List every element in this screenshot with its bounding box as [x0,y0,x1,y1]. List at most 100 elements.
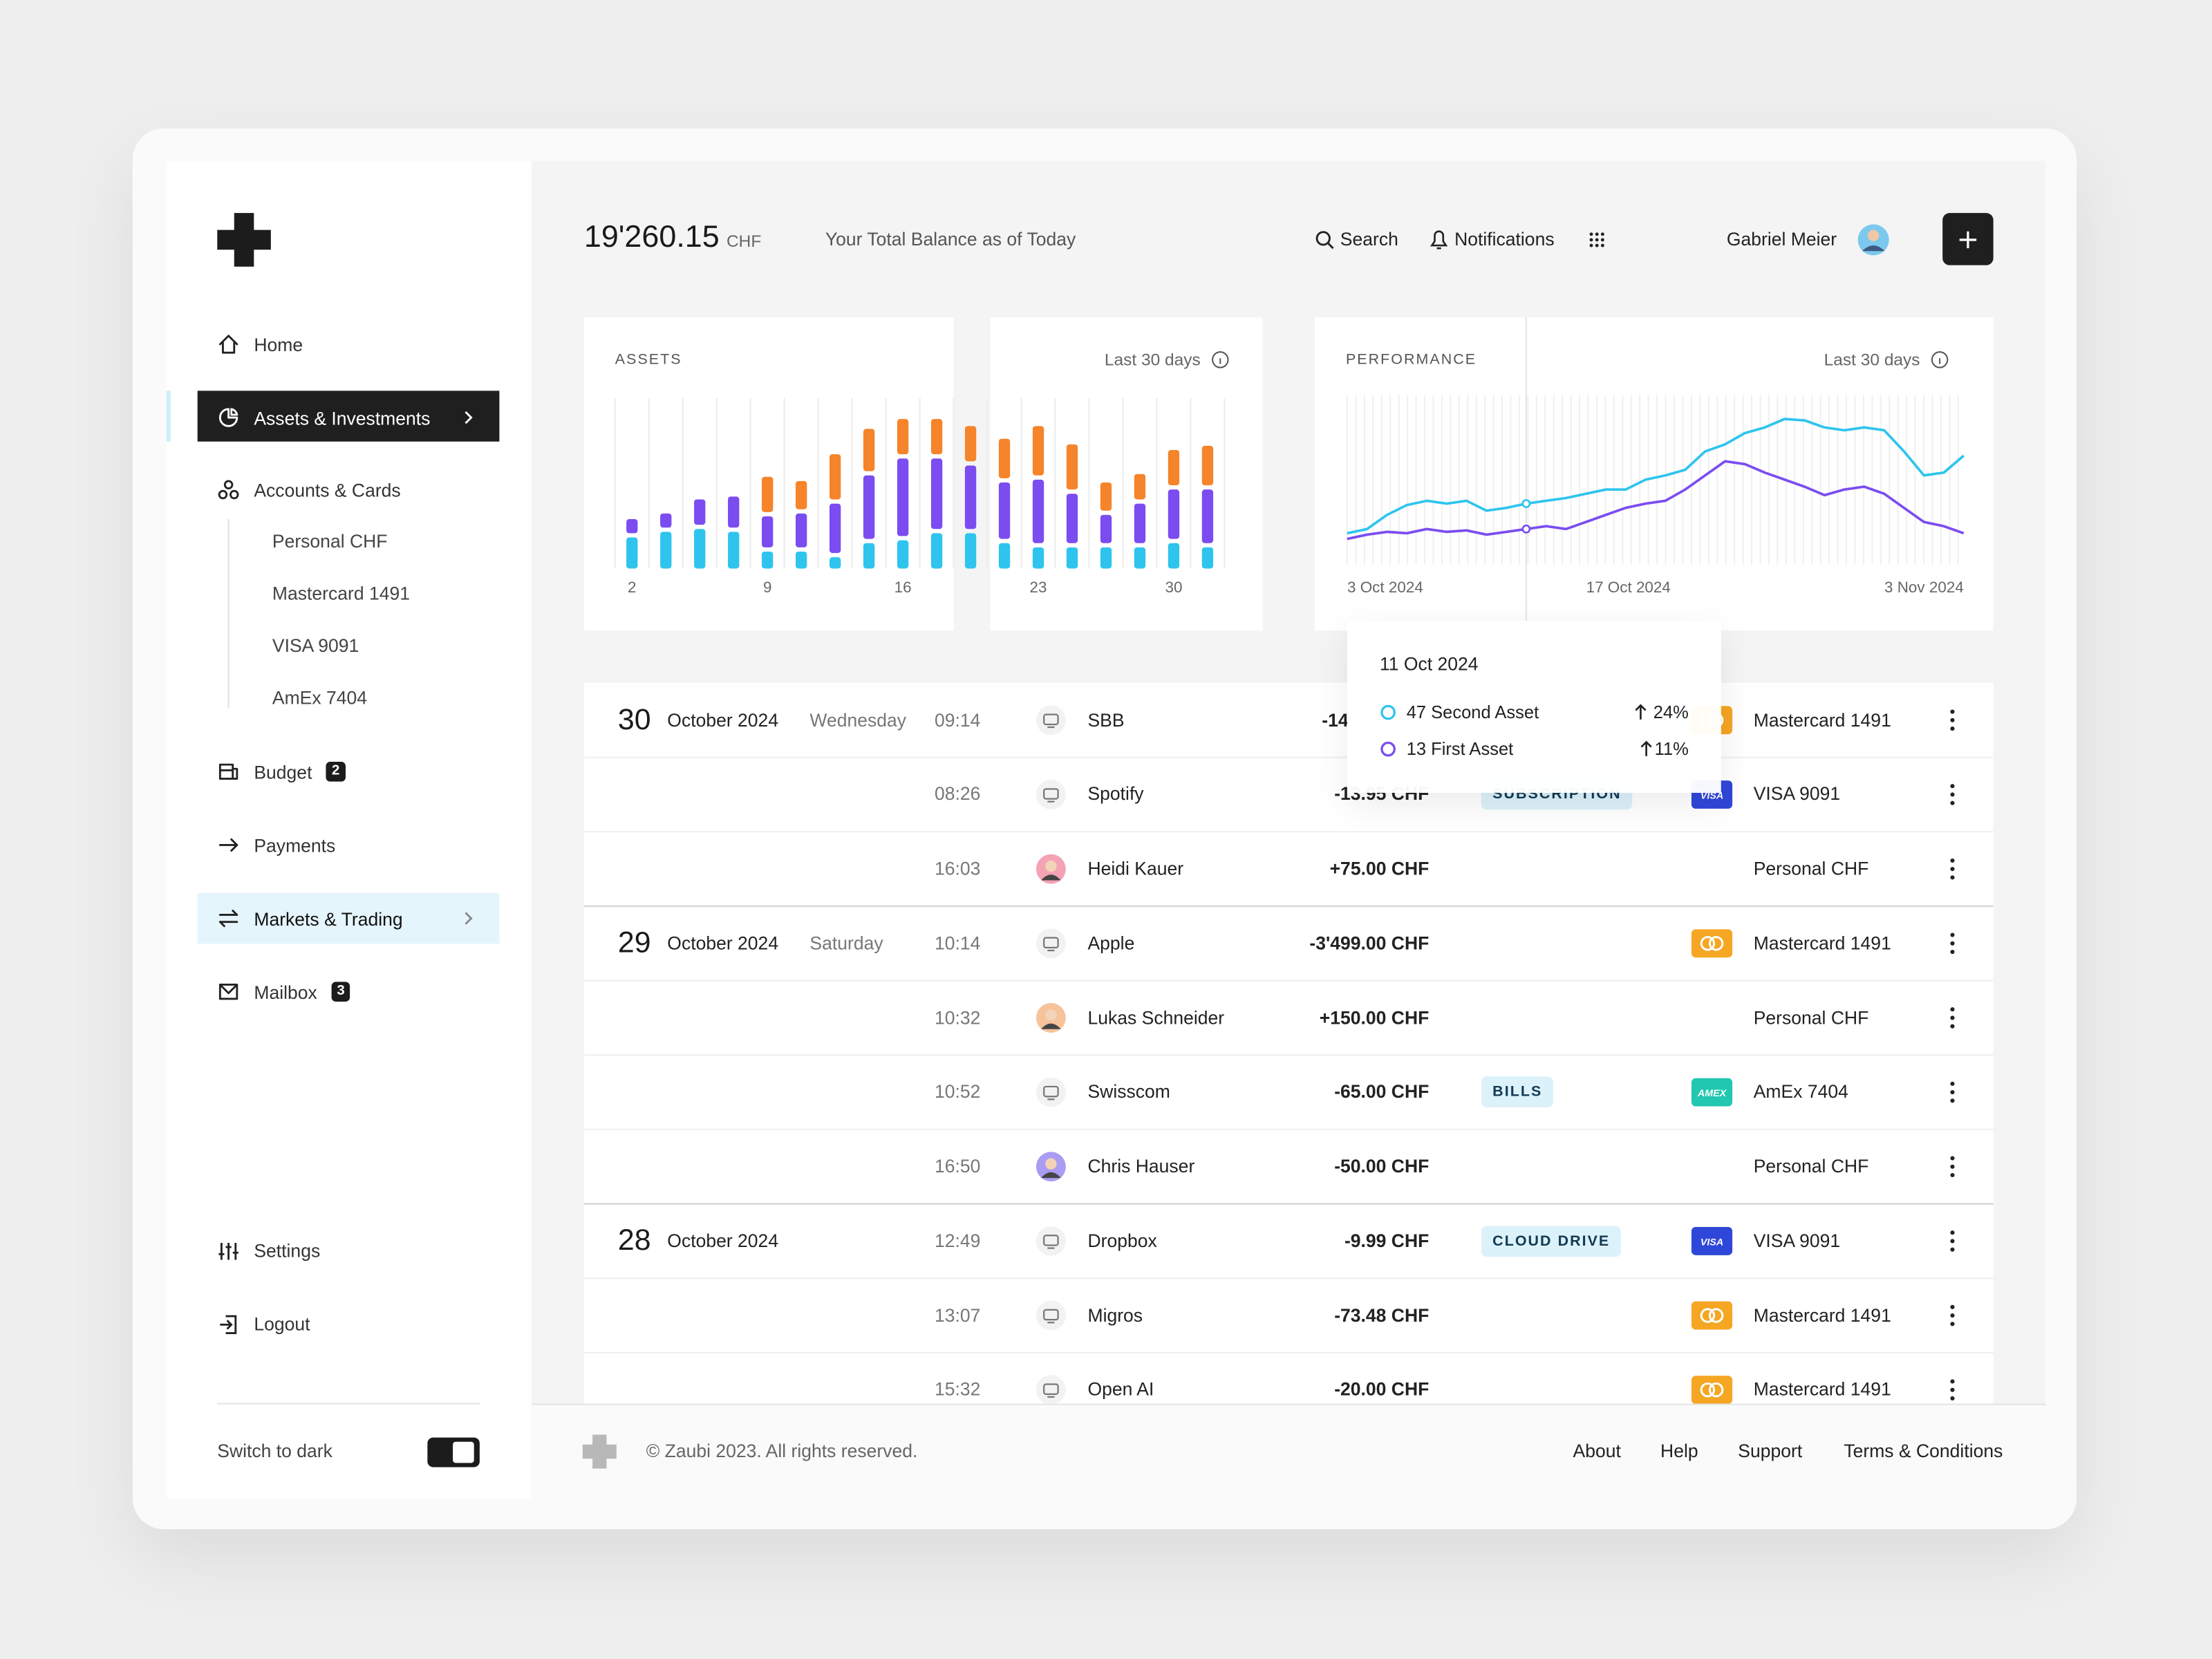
payee[interactable]: Open AI [1087,1378,1154,1400]
search-button[interactable]: Search [1340,228,1398,250]
tooltip-change: 24% [1653,702,1689,722]
account: Mastercard 1491 [1753,932,1891,954]
weekday: Saturday [809,932,883,954]
tag: BILLS [1481,1076,1554,1108]
nav-label[interactable]: Settings [254,1239,321,1262]
x-tick-label: 23 [1029,579,1047,597]
nav-label: Accounts & Cards [254,478,401,500]
chart-title: PERFORMANCE [1345,351,1477,368]
nav-item[interactable]: Assets & Investments [254,404,430,432]
x-tick-label: 3 Nov 2024 [1884,579,1964,597]
x-tick-label: 9 [762,579,772,597]
payee[interactable]: Dropbox [1087,1230,1157,1251]
tooltip-label: 13 First Asset [1406,739,1514,759]
day-number: 29 [617,926,651,959]
time: 10:52 [934,1080,981,1103]
amount: -14 [1322,709,1349,731]
footer-link[interactable]: Help [1660,1440,1698,1462]
assets-card [583,317,954,631]
time: 16:50 [934,1155,981,1177]
theme-switch-label: Switch to dark [217,1440,332,1462]
nav-item[interactable]: Home [254,330,303,359]
account: VISA 9091 [1753,783,1841,805]
x-tick-label: 17 Oct 2024 [1586,579,1671,597]
tooltip-date: 11 Oct 2024 [1379,653,1479,675]
payee[interactable]: Migros [1087,1304,1143,1326]
account: VISA 9091 [1753,1230,1841,1251]
x-tick-label: 16 [894,579,912,597]
amount: -20.00 CHF [1334,1378,1430,1400]
chart-period[interactable]: Last 30 days [1824,350,1920,370]
nav-item[interactable]: Payments [254,831,335,859]
footer-link[interactable]: Support [1738,1440,1803,1462]
nav-subitem[interactable]: AmEx 7404 [272,686,368,709]
balance-amount: 19'260.15 [583,218,720,254]
account: Personal CHF [1753,857,1869,879]
x-tick-label: 2 [628,579,637,597]
payee[interactable]: Heidi Kauer [1087,857,1184,879]
month: October 2024 [667,709,779,731]
payee[interactable]: Spotify [1087,783,1144,805]
amount: -3'499.00 CHF [1309,932,1430,954]
payee[interactable]: Apple [1087,932,1135,954]
chart-title: ASSETS [615,351,682,368]
balance-caption: Your Total Balance as of Today [825,228,1076,250]
notifications-button[interactable]: Notifications [1454,228,1555,250]
nav-label[interactable]: Logout [254,1313,310,1335]
nav-label: Assets & Investments [254,406,431,429]
footer-link[interactable]: Terms & Conditions [1844,1440,2003,1462]
tag: CLOUD DRIVE [1481,1225,1622,1257]
nav-label: Markets & Trading [254,908,403,929]
time: 09:14 [934,709,981,731]
footer [532,1403,2046,1499]
time: 15:32 [934,1378,981,1400]
nav-label: Mailbox [254,981,317,1002]
x-tick-label: 30 [1165,579,1183,597]
day-number: 30 [617,703,651,736]
chart-period[interactable]: Last 30 days [1104,350,1201,370]
nav-subitem[interactable]: VISA 9091 [272,635,359,656]
nav-item[interactable]: Markets & Trading [254,904,402,932]
payee[interactable]: SBB [1087,709,1125,731]
account: AmEx 7404 [1753,1080,1848,1103]
payee[interactable]: Chris Hauser [1087,1155,1195,1177]
footer-link[interactable]: About [1573,1440,1621,1462]
time: 16:03 [934,857,981,879]
amount: +150.00 CHF [1319,1006,1430,1028]
nav-subitem[interactable]: Personal CHF [272,530,388,552]
amount: -73.48 CHF [1334,1304,1430,1326]
nav-item[interactable]: Budget 2 [254,758,346,786]
nav-label: Budget [254,761,312,782]
nav-subitem[interactable]: Mastercard 1491 [272,582,410,604]
payee[interactable]: Swisscom [1087,1080,1170,1103]
payee[interactable]: Lukas Schneider [1087,1006,1225,1028]
nav-badge: 2 [326,762,346,782]
month: October 2024 [667,932,779,954]
account: Mastercard 1491 [1753,709,1891,731]
tooltip-change: 11% [1654,739,1689,759]
account: Mastercard 1491 [1753,1378,1891,1400]
nav-item[interactable]: Mailbox 3 [254,977,350,1006]
nav-badge: 3 [331,982,350,1002]
time: 13:07 [934,1304,981,1326]
account: Personal CHF [1753,1155,1869,1177]
account: Mastercard 1491 [1753,1304,1891,1326]
user-name[interactable]: Gabriel Meier [1726,228,1837,250]
balance-currency: CHF [726,231,762,252]
amount: -65.00 CHF [1334,1080,1430,1103]
nav-item[interactable]: Accounts & Cards [254,476,400,504]
amount: +75.00 CHF [1329,857,1430,879]
balance: 19'260.15 CHF [584,218,761,261]
nav-label: Home [254,333,303,355]
tooltip-label: 47 Second Asset [1406,702,1539,722]
account: Personal CHF [1753,1006,1869,1028]
month: October 2024 [667,1230,779,1251]
amount: -9.99 CHF [1344,1230,1430,1251]
time: 10:14 [934,932,981,954]
amount: -50.00 CHF [1334,1155,1430,1177]
time: 12:49 [934,1230,981,1251]
sidebar [166,160,531,1499]
tooltip [1347,620,1721,793]
